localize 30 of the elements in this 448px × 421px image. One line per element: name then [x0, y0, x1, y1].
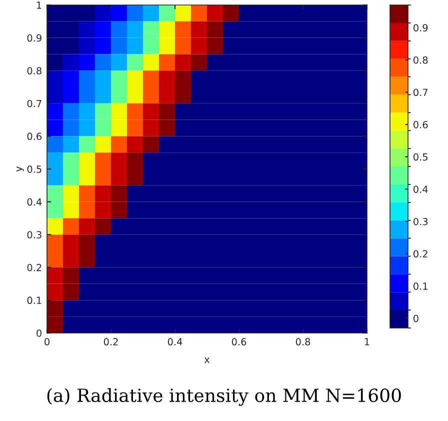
- x-tick-label: 0: [44, 338, 50, 346]
- color-bar-label: 0.3: [414, 218, 428, 226]
- y-tick-label: 0.9: [27, 34, 42, 42]
- y-tick-label: 0.8: [27, 67, 42, 74]
- y-tick-label: 0.2: [27, 264, 42, 272]
- x-axis-title: x: [204, 358, 210, 363]
- x-tick-label: 0.6: [232, 338, 246, 346]
- y-tick-label: 0.5: [27, 165, 42, 173]
- y-tick-label: 0.1: [27, 296, 42, 304]
- y-tick-label: 1: [37, 2, 42, 9]
- y-tick-label: 0.4: [27, 198, 42, 206]
- color-bar-label: 0.9: [414, 24, 428, 32]
- y-tick-label: 0.6: [27, 132, 42, 140]
- y-tick-label: 0: [36, 329, 42, 337]
- color-bar-label: 0.6: [414, 120, 428, 128]
- color-bar-label: 0.8: [414, 56, 428, 64]
- text: (a) Radiative intensity on MM N=1600: [47, 388, 401, 406]
- color-bar-label: 0.4: [414, 186, 428, 193]
- color-bar-label: 0.2: [414, 250, 428, 258]
- x-tick-label: 0.2: [104, 338, 118, 346]
- x-tick-label: 1: [364, 338, 370, 346]
- x-tick-label: 0.4: [168, 338, 182, 346]
- color-bar-label: 0.1: [414, 282, 428, 290]
- y-tick-label: 0.3: [27, 231, 42, 238]
- color-bar-label: 0.7: [414, 88, 428, 96]
- color-bar-label: 0: [414, 314, 418, 322]
- x-tick-label: 0.8: [296, 338, 310, 346]
- y-tick-label: 0.7: [27, 100, 42, 108]
- y-axis-title: y: [16, 166, 24, 172]
- color-bar-label: 0.5: [414, 153, 428, 161]
